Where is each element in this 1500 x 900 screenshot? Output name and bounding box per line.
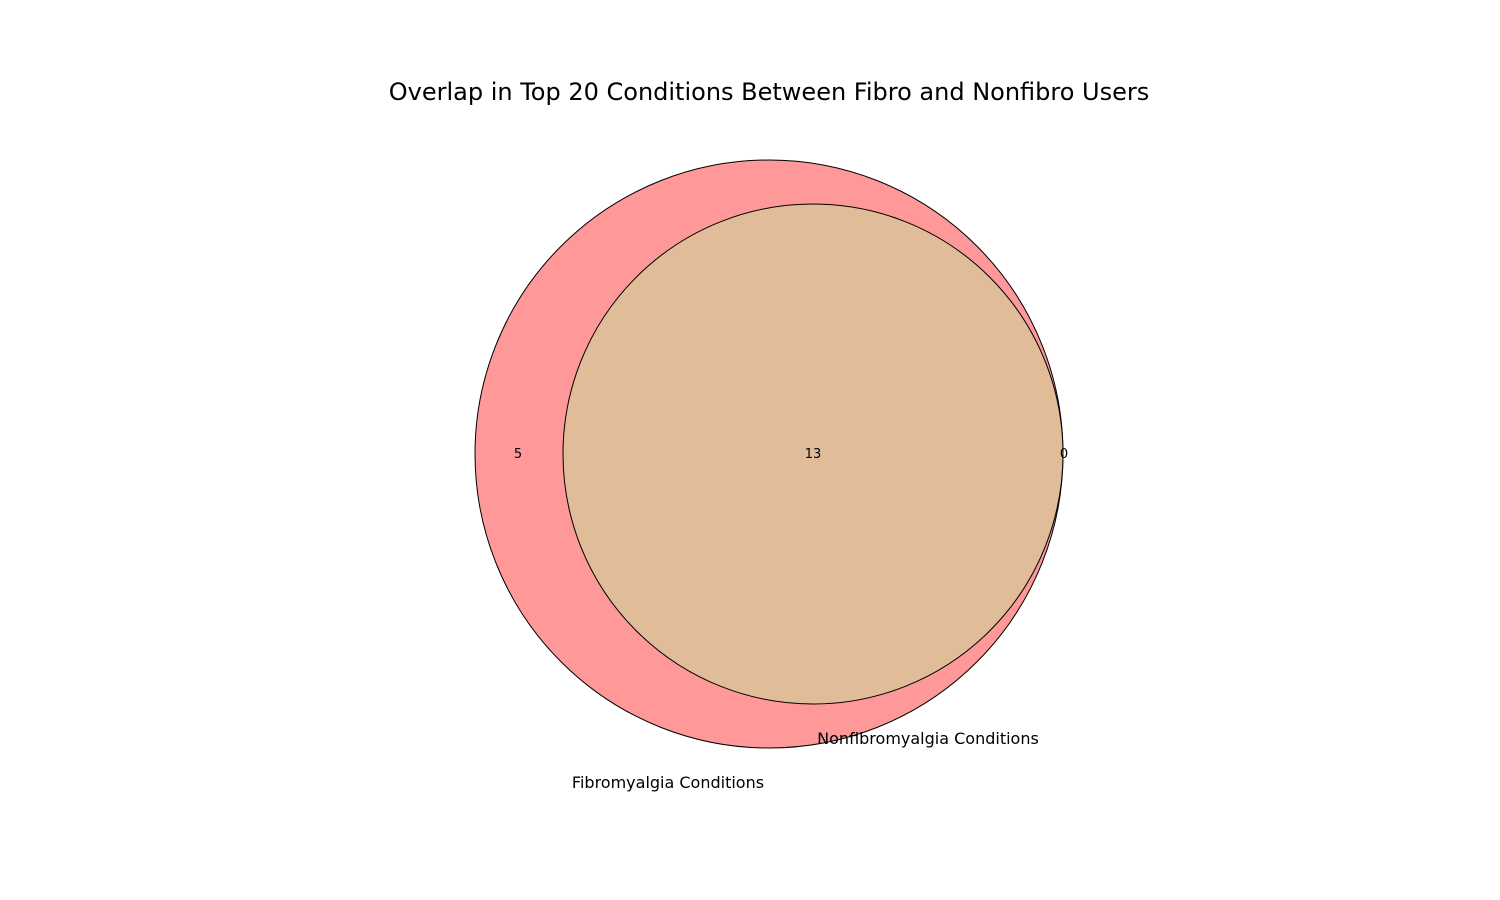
nonfibro-set-label: Nonfibromyalgia Conditions xyxy=(817,729,1039,748)
fibro-only-count: 5 xyxy=(514,447,522,462)
intersection-count: 13 xyxy=(805,447,822,462)
overlap-region xyxy=(563,204,1063,704)
fibro-set-label: Fibromyalgia Conditions xyxy=(572,773,764,792)
nonfibro-only-count: 0 xyxy=(1060,447,1068,462)
nonfibro-set-circle xyxy=(562,203,1064,705)
chart-title: Overlap in Top 20 Conditions Between Fib… xyxy=(389,78,1150,106)
